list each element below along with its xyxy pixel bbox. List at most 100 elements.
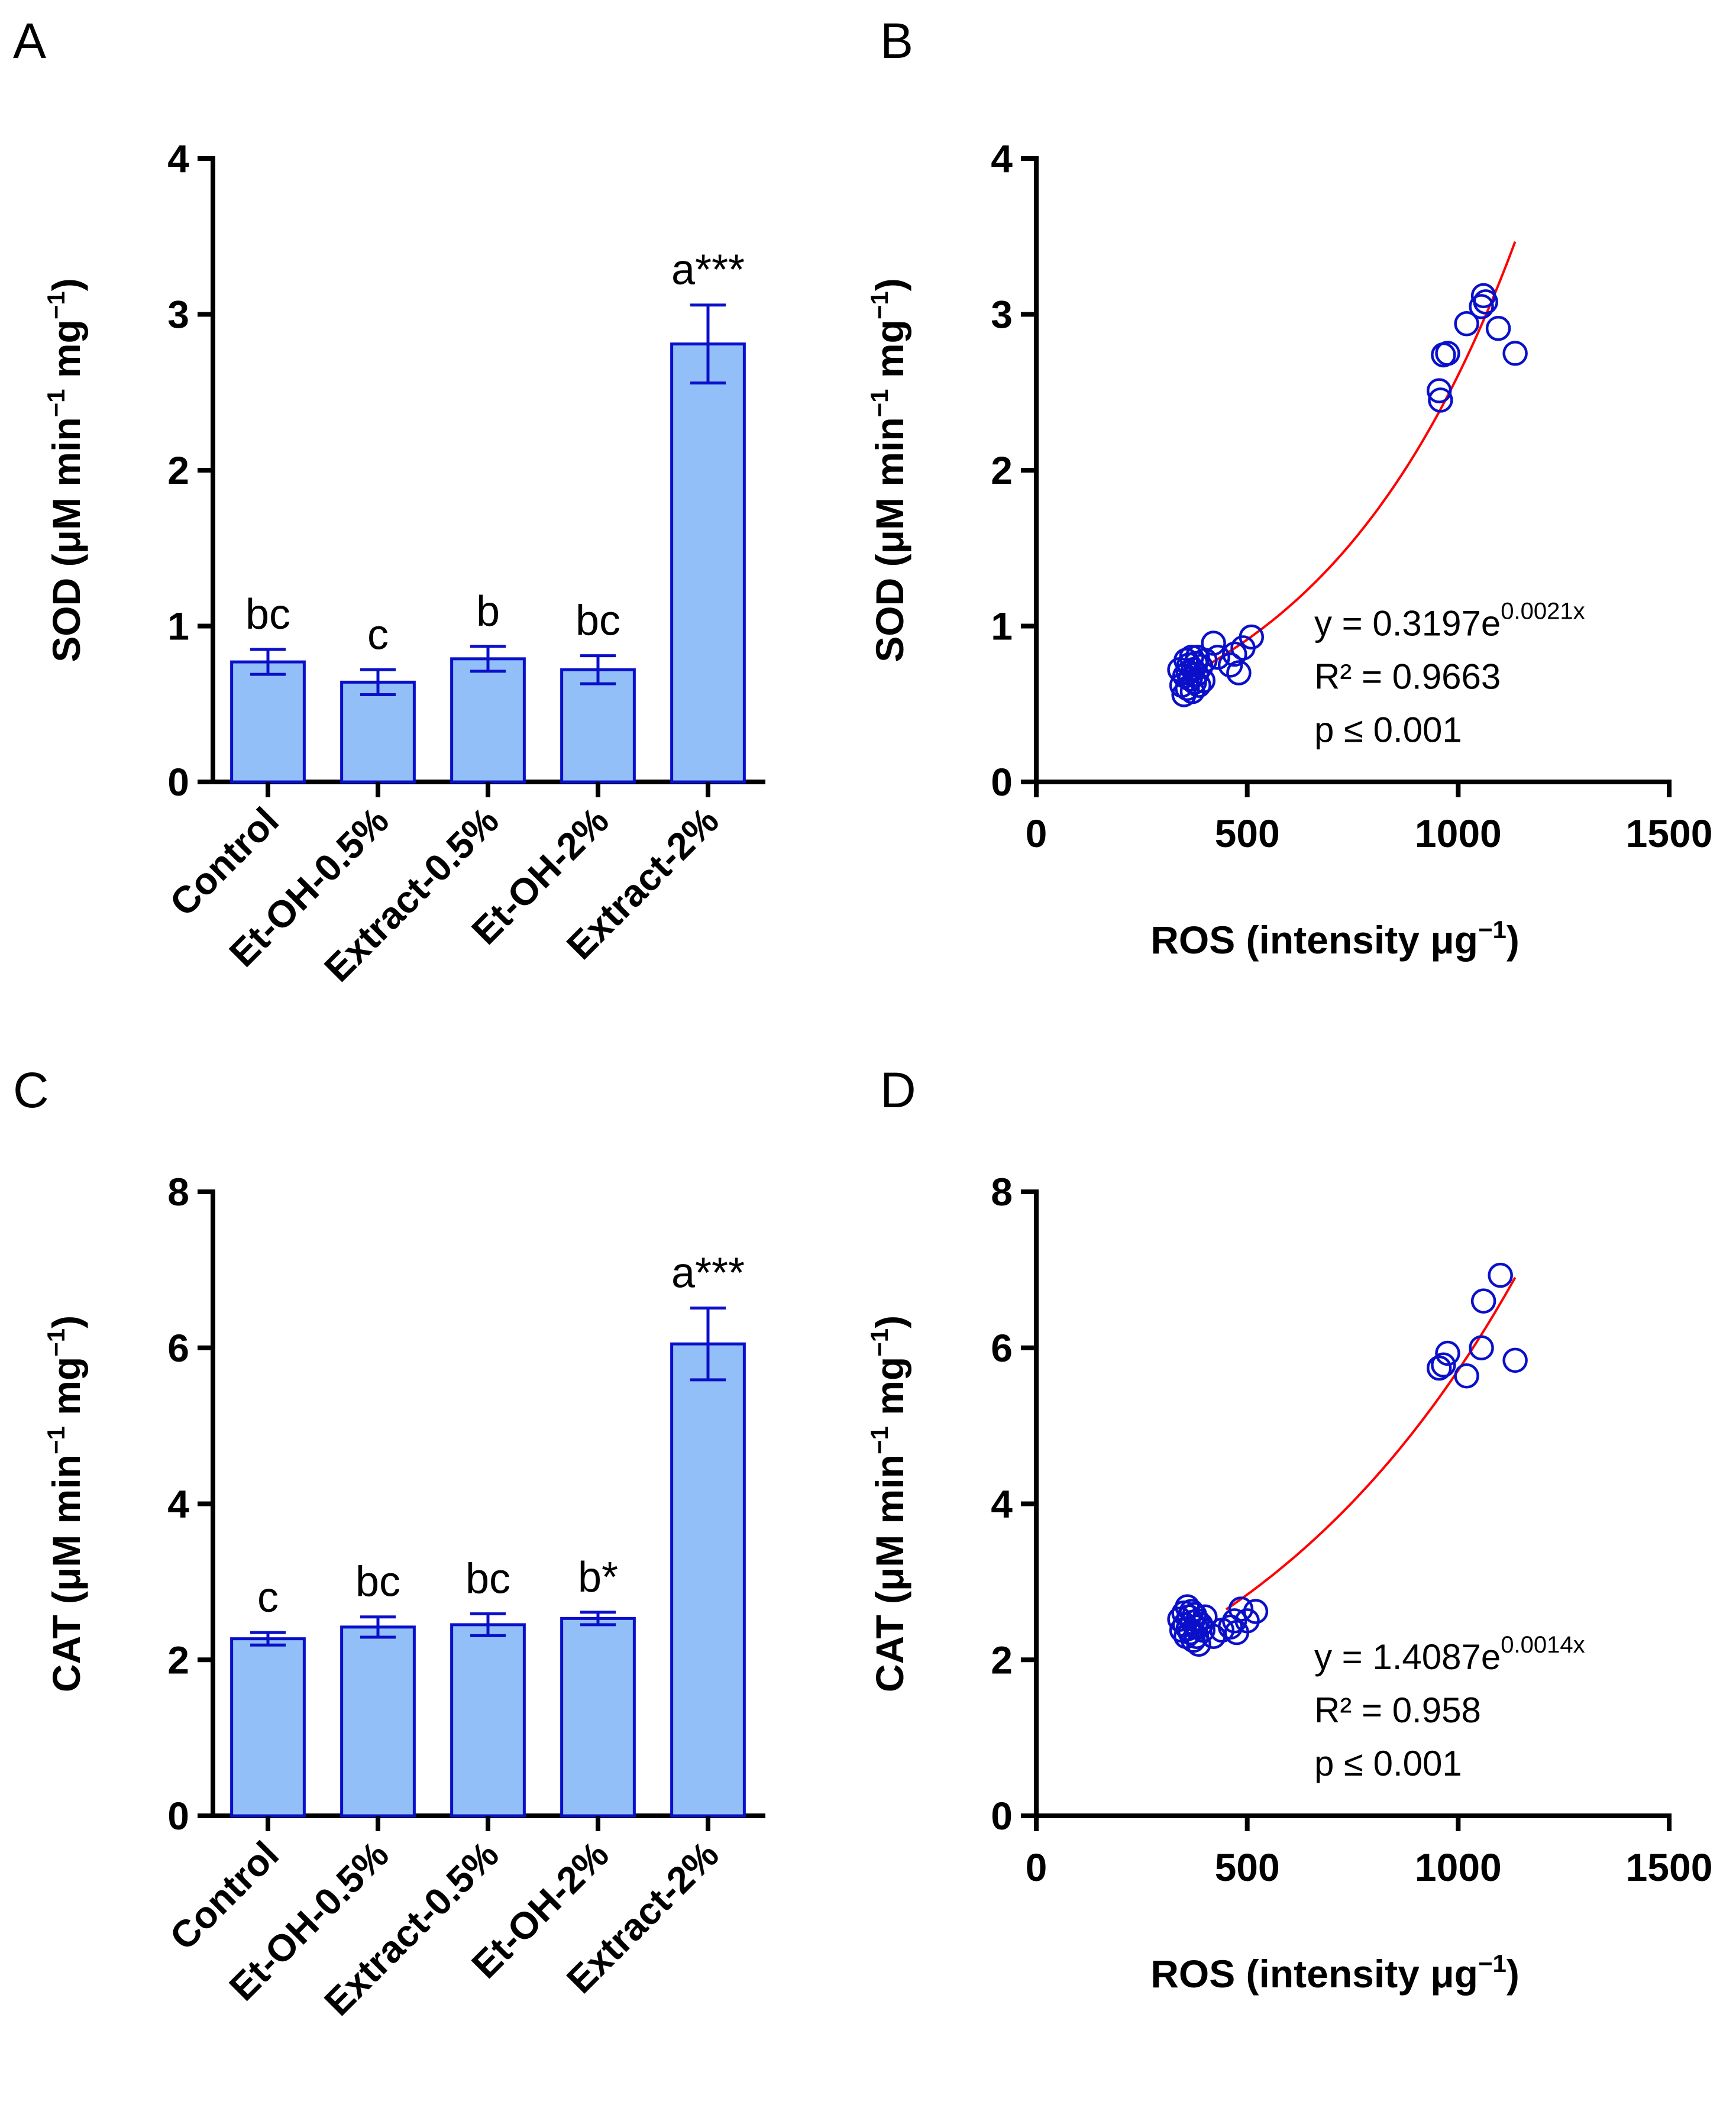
x-axis-title-sup: −1 bbox=[1478, 1949, 1507, 1977]
data-point bbox=[1502, 341, 1528, 366]
x-tick-label: 1500 bbox=[1626, 1845, 1713, 1889]
significance-label: c bbox=[257, 1574, 279, 1621]
data-point bbox=[1428, 387, 1453, 413]
y-tick-label: 2 bbox=[167, 1638, 189, 1682]
bar bbox=[670, 342, 746, 784]
y-tick-label: 4 bbox=[167, 137, 189, 180]
fit-equation: y = 1.4087e0.0014x bbox=[1314, 1632, 1585, 1677]
data-point bbox=[1234, 1608, 1260, 1634]
significance-label: bc bbox=[465, 1555, 510, 1602]
y-axis-title-end: ) bbox=[868, 1315, 911, 1328]
y-axis-title: CAT (μM min−1 mg−1) bbox=[865, 1315, 911, 1692]
data-point bbox=[1469, 294, 1494, 319]
x-tick-label: 500 bbox=[1215, 1845, 1280, 1889]
x-tick-label: 0 bbox=[1026, 811, 1048, 855]
data-point bbox=[1454, 1363, 1479, 1389]
data-point bbox=[1469, 1335, 1494, 1360]
data-point bbox=[1470, 1288, 1496, 1314]
y-axis-title-end: ) bbox=[44, 278, 88, 291]
y-axis-title-main: SOD (μM min bbox=[44, 417, 88, 662]
data-point bbox=[1431, 1352, 1456, 1378]
y-axis-title-mid: mg bbox=[44, 1357, 88, 1426]
p-value-text: p ≤ 0.001 bbox=[1314, 1744, 1462, 1783]
data-point bbox=[1435, 341, 1460, 366]
y-axis-title-sup: −1 bbox=[42, 389, 70, 417]
x-axis-title-main: ROS (intensity μg bbox=[1150, 1952, 1478, 1996]
significance-label: bc bbox=[245, 591, 290, 638]
x-axis-title-sup: −1 bbox=[1478, 916, 1507, 943]
bar bbox=[560, 1616, 636, 1818]
data-point bbox=[1226, 660, 1252, 686]
y-tick-label: 6 bbox=[991, 1326, 1013, 1370]
y-axis-title-mid: mg bbox=[868, 319, 911, 389]
y-tick-label: 0 bbox=[991, 760, 1013, 804]
significance-label: b bbox=[476, 588, 500, 635]
x-tick-label: 500 bbox=[1215, 811, 1280, 855]
y-tick-label: 0 bbox=[167, 1794, 189, 1838]
panel-letter: A bbox=[13, 13, 46, 69]
x-tick-label: 0 bbox=[1026, 1845, 1048, 1889]
bar bbox=[340, 1625, 416, 1818]
y-axis-title-main: CAT (μM min bbox=[44, 1454, 88, 1692]
data-point bbox=[1217, 652, 1243, 678]
fit-equation: y = 0.3197e0.0021x bbox=[1314, 598, 1585, 643]
x-tick-label: 1500 bbox=[1626, 811, 1713, 855]
y-tick-label: 0 bbox=[991, 1794, 1013, 1838]
data-point bbox=[1239, 624, 1265, 650]
fit-equation-base: y = 0.3197e bbox=[1314, 603, 1501, 643]
data-point bbox=[1473, 289, 1498, 315]
p-value-text: p ≤ 0.001 bbox=[1314, 710, 1462, 749]
exponential-fit-curve bbox=[1225, 1276, 1517, 1611]
y-axis-title-end: ) bbox=[44, 1315, 88, 1328]
data-point bbox=[1454, 311, 1479, 337]
data-point bbox=[1190, 668, 1216, 693]
y-tick-label: 1 bbox=[991, 604, 1013, 648]
y-axis-title-mid: mg bbox=[44, 319, 88, 389]
y-tick-label: 0 bbox=[167, 760, 189, 804]
y-tick-label: 1 bbox=[167, 604, 189, 648]
y-axis-title-sup: −1 bbox=[865, 1328, 893, 1357]
y-tick-label: 2 bbox=[167, 448, 189, 492]
y-tick-label: 2 bbox=[991, 448, 1013, 492]
bar bbox=[560, 668, 636, 784]
y-tick-label: 4 bbox=[167, 1482, 189, 1526]
x-axis-title: ROS (intensity μg−1) bbox=[1150, 916, 1520, 962]
y-axis-title: SOD (μM min−1 mg−1) bbox=[42, 278, 88, 662]
x-axis-title-end: ) bbox=[1507, 1952, 1520, 1996]
y-axis-title: CAT (μM min−1 mg−1) bbox=[42, 1315, 88, 1692]
panel-letter: C bbox=[13, 1062, 49, 1118]
y-tick-label: 3 bbox=[991, 293, 1013, 337]
y-tick-label: 6 bbox=[167, 1326, 189, 1370]
x-axis-title-end: ) bbox=[1507, 918, 1520, 962]
y-axis-title-sup: −1 bbox=[865, 291, 893, 319]
y-tick-label: 8 bbox=[991, 1170, 1013, 1214]
fit-equation-exponent: 0.0014x bbox=[1501, 1632, 1585, 1658]
fit-equation-base: y = 1.4087e bbox=[1314, 1637, 1501, 1677]
bar bbox=[230, 660, 306, 784]
y-tick-label: 3 bbox=[167, 293, 189, 337]
panel-letter: D bbox=[880, 1062, 916, 1118]
panel-letter: B bbox=[880, 13, 913, 69]
y-axis-title-end: ) bbox=[868, 278, 911, 291]
data-point bbox=[1205, 644, 1230, 670]
data-point bbox=[1488, 1262, 1513, 1288]
data-point bbox=[1186, 673, 1211, 698]
data-point bbox=[1228, 1596, 1254, 1622]
bar bbox=[230, 1637, 306, 1818]
data-point bbox=[1201, 631, 1226, 656]
y-axis-title-sup: −1 bbox=[42, 1426, 70, 1454]
significance-label: bc bbox=[355, 1559, 400, 1606]
y-axis-title-sup: −1 bbox=[865, 1426, 893, 1454]
y-axis-title-sup: −1 bbox=[42, 291, 70, 319]
data-point bbox=[1502, 1347, 1528, 1373]
r-squared-text: R² = 0.958 bbox=[1314, 1690, 1481, 1730]
y-axis-title-sup: −1 bbox=[865, 389, 893, 417]
data-point bbox=[1426, 378, 1452, 403]
significance-label: c bbox=[367, 611, 389, 658]
fit-equation-exponent: 0.0021x bbox=[1501, 598, 1585, 624]
data-point bbox=[1426, 1355, 1452, 1381]
